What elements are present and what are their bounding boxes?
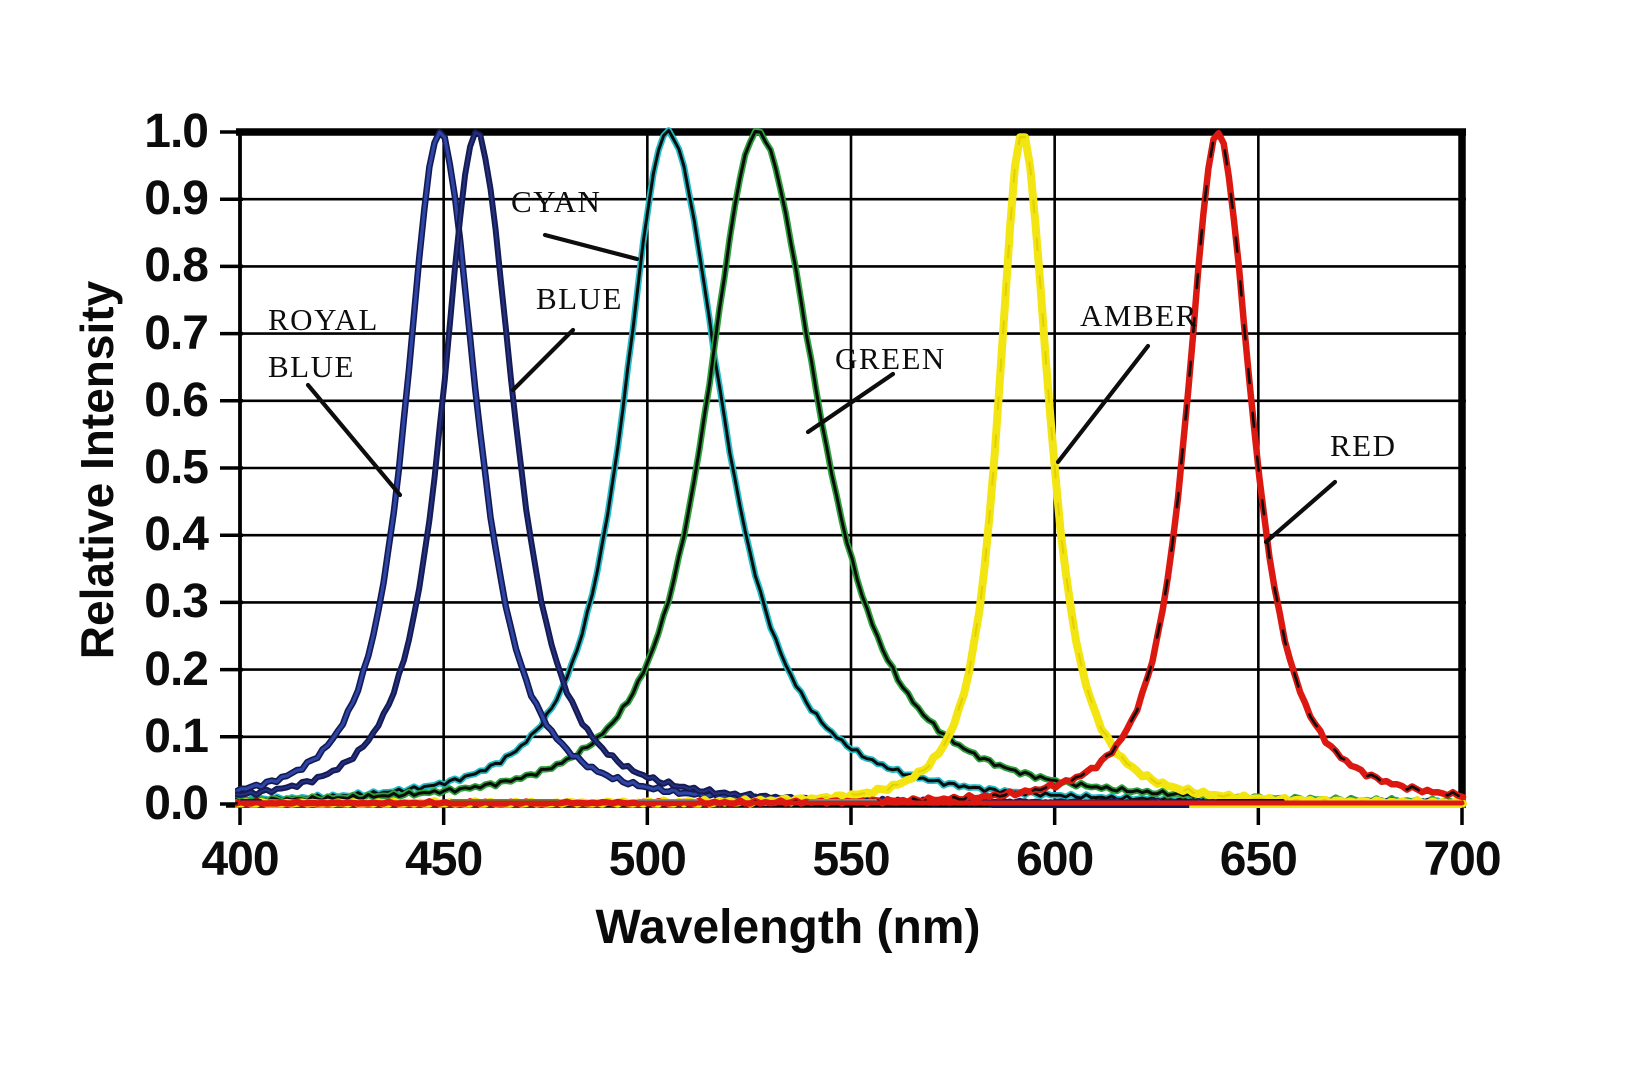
x-tick-label: 400 (201, 833, 279, 886)
y-tick-label: 0.7 (144, 306, 209, 360)
leader-line-cyan (542, 232, 640, 262)
y-tick-label: 0.8 (144, 239, 209, 293)
y-tick-label: 0.4 (144, 508, 209, 562)
tick-marks (220, 130, 1464, 825)
curve-label-line: CYAN (511, 184, 602, 219)
curve-label-line: RED (1330, 428, 1397, 463)
x-tick-label: 450 (405, 833, 483, 886)
y-tick-label: 0.3 (144, 575, 209, 629)
y-tick-label: 0.1 (144, 709, 209, 763)
curve-label-blue: BLUE (536, 275, 623, 322)
curve-label-cyan: CYAN (511, 178, 601, 225)
y-tick-label: 0.9 (144, 172, 209, 226)
y-tick-label: 0.6 (144, 373, 209, 427)
leader-line-green (805, 371, 896, 435)
curve-label-green: GREEN (835, 335, 946, 382)
x-tick-label: 550 (812, 833, 890, 886)
curve-amber-core (235, 136, 1464, 805)
x-tick-label: 650 (1219, 833, 1298, 886)
leader-line-red (1263, 479, 1338, 545)
curve-label-line: AMBER (1080, 298, 1198, 333)
spectra-curves (235, 127, 1467, 808)
leader-line-blue (510, 327, 576, 393)
curve-red-core (235, 132, 1465, 805)
y-tick-label: 0.5 (144, 441, 209, 494)
curve-label-line: ROYAL (268, 302, 379, 337)
curve-label-line: BLUE (536, 281, 623, 316)
baseline-segments (237, 799, 1465, 808)
leader-lines (305, 232, 1338, 545)
curve-label-royal-blue: ROYAL BLUE (268, 296, 379, 390)
gridlines (226, 128, 1466, 808)
x-axis-title: Wavelength (nm) (595, 901, 981, 954)
y-tick-label: 0.2 (144, 642, 209, 696)
curve-label-line: GREEN (835, 341, 946, 376)
x-tick-label: 600 (1016, 833, 1094, 886)
y-tick-label: 0.0 (144, 777, 209, 830)
leader-line-royal-blue (305, 382, 403, 498)
x-tick-label: 700 (1423, 833, 1501, 886)
y-tick-label: 1.0 (144, 105, 209, 158)
curve-label-amber: AMBER (1080, 292, 1198, 339)
leader-line-amber (1055, 343, 1151, 465)
curve-label-red: RED (1330, 422, 1397, 469)
x-tick-label: 500 (608, 833, 687, 886)
curve-label-line: BLUE (268, 349, 355, 384)
